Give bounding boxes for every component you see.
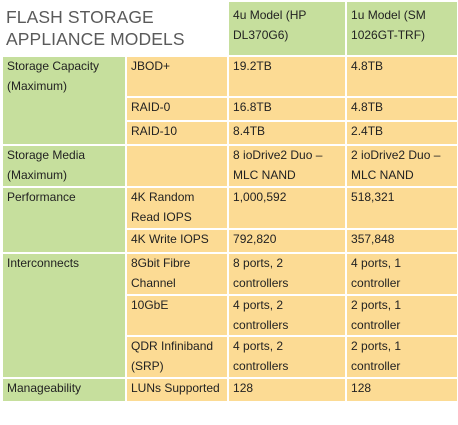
- table-row: 4K Write IOPS 792,820 357,848: [3, 230, 458, 252]
- header-4u-model: 4u Model (HP DL370G6): [229, 2, 346, 55]
- value-4u-cell: 128: [229, 379, 346, 401]
- category-cell: Storage Capacity (Maximum): [3, 57, 125, 144]
- value-4u-cell: 4 ports, 2 controllers: [229, 337, 346, 377]
- table-row: RAID-0 16.8TB 4.8TB: [3, 98, 458, 120]
- category-cell: Storage Media (Maximum): [3, 146, 125, 186]
- category-cell: Performance: [3, 188, 125, 252]
- table-row: 10GbE 4 ports, 2 controllers 2 ports, 1 …: [3, 296, 458, 335]
- value-4u-cell: 19.2TB: [229, 57, 346, 96]
- value-1u-cell: 2.4TB: [347, 122, 458, 144]
- subcategory-cell: [127, 146, 228, 186]
- value-1u-cell: 4.8TB: [347, 98, 458, 120]
- value-4u-cell: 8 ports, 2 controllers: [229, 254, 346, 294]
- table-row: Manageability LUNs Supported 128 128: [3, 379, 458, 401]
- category-cell: Interconnects: [3, 254, 125, 377]
- value-1u-cell: 2 ioDrive2 Duo – MLC NAND: [347, 146, 458, 186]
- header-1u-model: 1u Model (SM 1026GT-TRF): [347, 2, 458, 55]
- value-4u-cell: 1,000,592: [229, 188, 346, 228]
- subcategory-cell: RAID-10: [127, 122, 228, 144]
- value-1u-cell: 128: [347, 379, 458, 401]
- table-row: Interconnects 8Gbit Fibre Channel 8 port…: [3, 254, 458, 377]
- subcategory-cell: QDR Infiniband (SRP): [127, 337, 228, 377]
- subcategory-cell: RAID-0: [127, 98, 228, 120]
- value-4u-cell: 8.4TB: [229, 122, 346, 144]
- table-row: Performance 4K Random Read IOPS 1,000,59…: [3, 188, 458, 252]
- value-4u-cell: 8 ioDrive2 Duo – MLC NAND: [229, 146, 346, 186]
- value-1u-cell: 357,848: [347, 230, 458, 252]
- value-4u-cell: 16.8TB: [229, 98, 346, 120]
- table-row: RAID-10 8.4TB 2.4TB: [3, 122, 458, 144]
- table-row: QDR Infiniband (SRP) 4 ports, 2 controll…: [3, 337, 458, 377]
- value-1u-cell: 4 ports, 1 controller: [347, 254, 458, 294]
- table-title: FLASH STORAGE APPLIANCE MODELS: [3, 2, 228, 55]
- value-1u-cell: 2 ports, 1 controller: [347, 337, 458, 377]
- table-header-row: FLASH STORAGE APPLIANCE MODELS 4u Model …: [3, 2, 458, 55]
- category-cell: Manageability: [3, 379, 125, 401]
- subcategory-cell: LUNs Supported: [127, 379, 228, 401]
- value-4u-cell: 792,820: [229, 230, 346, 252]
- table-row: Storage Capacity (Maximum) JBOD+ 19.2TB …: [3, 57, 458, 144]
- subcategory-cell: 10GbE: [127, 296, 228, 335]
- subcategory-cell: 4K Random Read IOPS: [127, 188, 228, 228]
- table-row: Storage Media (Maximum) 8 ioDrive2 Duo –…: [3, 146, 458, 186]
- subcategory-cell: 8Gbit Fibre Channel: [127, 254, 228, 294]
- subcategory-cell: 4K Write IOPS: [127, 230, 228, 252]
- value-1u-cell: 518,321: [347, 188, 458, 228]
- value-1u-cell: 4.8TB: [347, 57, 458, 96]
- value-1u-cell: 2 ports, 1 controller: [347, 296, 458, 335]
- value-4u-cell: 4 ports, 2 controllers: [229, 296, 346, 335]
- flash-storage-models-table: FLASH STORAGE APPLIANCE MODELS 4u Model …: [1, 0, 458, 403]
- subcategory-cell: JBOD+: [127, 57, 228, 96]
